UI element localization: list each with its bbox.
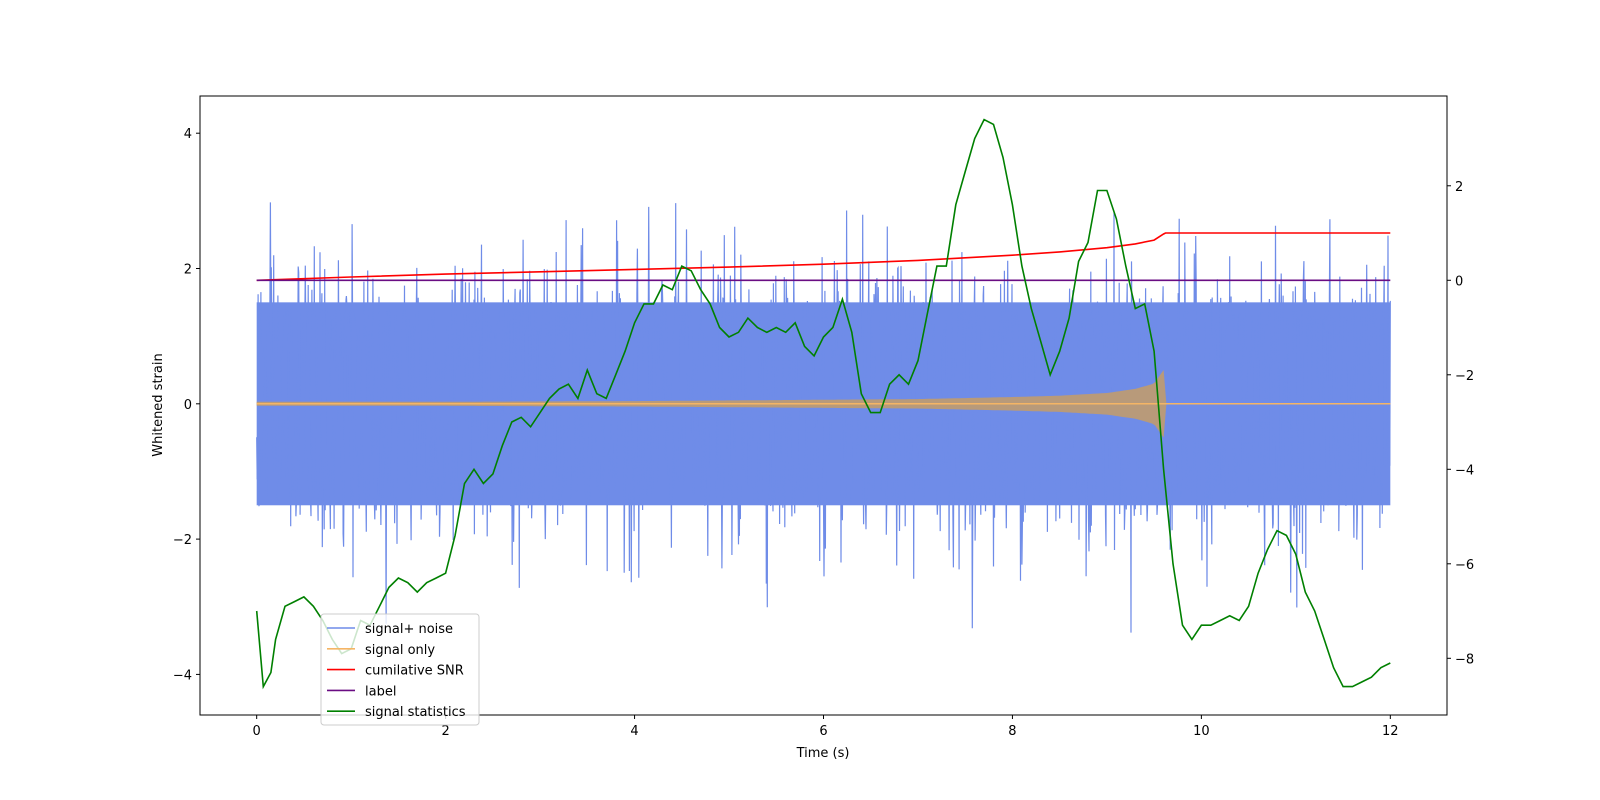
legend-label: label <box>365 684 396 699</box>
legend-box <box>320 613 480 726</box>
y2-tick-label: 0 <box>1455 274 1463 289</box>
signal-plus-noise-series <box>256 202 1391 633</box>
legend: signal+ noise signal only cumilative SNR la… <box>320 613 480 726</box>
x-tick-label: 2 <box>441 724 449 739</box>
y-tick-label: 4 <box>184 127 192 142</box>
legend-label: signal+ noise <box>365 622 453 637</box>
y-tick-label: 0 <box>184 398 192 413</box>
y-axis-right: −8 −6 −4 −2 0 2 <box>1447 180 1474 667</box>
overlay-series <box>255 118 1391 690</box>
y2-tick-label: −4 <box>1455 463 1474 478</box>
x-axis-label: Time (s) <box>796 746 850 761</box>
y2-tick-label: −2 <box>1455 369 1474 384</box>
y-tick-label: −4 <box>173 668 192 683</box>
y2-tick-label: −6 <box>1455 558 1474 573</box>
cumilative-snr-line <box>256 232 1391 282</box>
signal-only-series <box>256 370 1391 438</box>
y2-tick-label: 2 <box>1455 180 1463 195</box>
legend-label: signal only <box>365 643 435 658</box>
x-tick-label: 4 <box>630 724 638 739</box>
x-axis: 0 2 4 6 8 10 12 <box>253 715 1399 739</box>
noise-trace <box>256 202 1391 633</box>
legend-label: signal statistics <box>365 705 466 720</box>
x-tick-label: 8 <box>1008 724 1016 739</box>
y-axis-label: Whitened strain <box>151 353 166 456</box>
y-tick-label: −2 <box>173 533 192 548</box>
y-axis-left: −4 −2 0 2 4 <box>173 127 200 683</box>
x-tick-label: 0 <box>253 724 261 739</box>
x-tick-label: 12 <box>1382 724 1399 739</box>
x-tick-label: 6 <box>819 724 827 739</box>
x-tick-label: 10 <box>1193 724 1210 739</box>
y2-tick-label: −8 <box>1455 652 1474 667</box>
legend-label: cumilative SNR <box>365 664 464 679</box>
signal-statistics-line <box>255 118 1391 690</box>
y-tick-label: 2 <box>184 263 192 278</box>
